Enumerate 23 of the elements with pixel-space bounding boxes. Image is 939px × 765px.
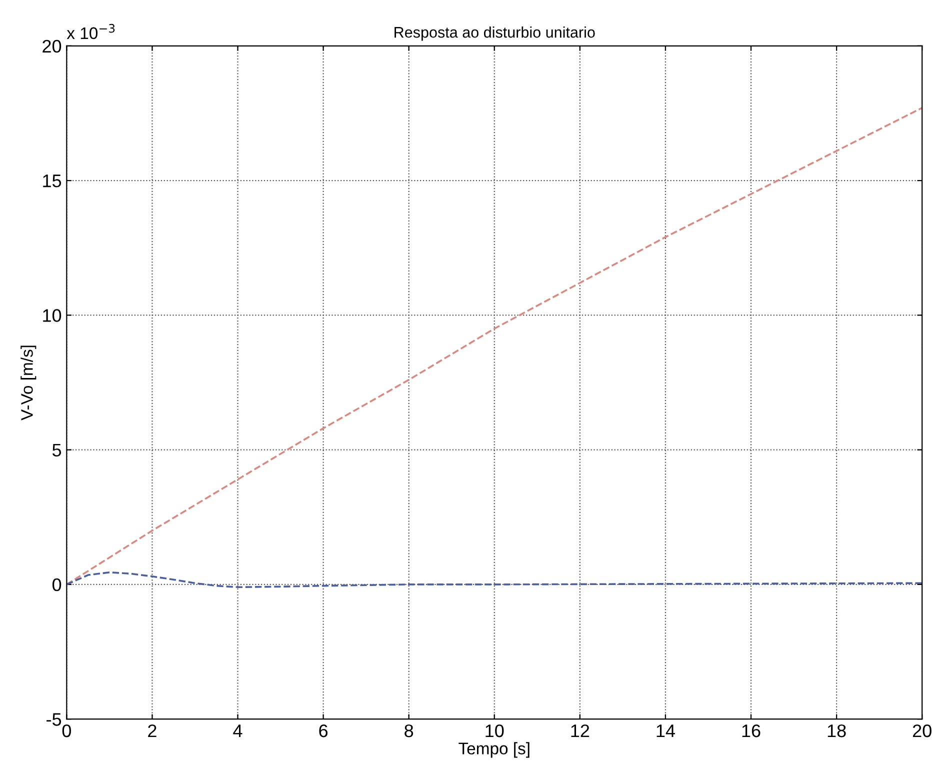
y-tick-label: -5 [46, 713, 62, 726]
y-axis-title: V-Vo [m/s] [20, 346, 36, 420]
x-tick-label: 10 [486, 724, 504, 738]
x-tick-label: 20 [912, 724, 932, 738]
y-tick-label: 20 [42, 40, 62, 53]
line-series [66, 106, 922, 586]
line-series [66, 571, 922, 588]
y-tick-label: 5 [52, 444, 62, 457]
y-tick-label: 0 [52, 578, 62, 592]
x-axis-title: Tempo [s] [458, 742, 530, 758]
x-tick-label: 14 [656, 724, 675, 738]
chart-title: Resposta ao disturbio unitario [394, 26, 595, 41]
x-tick-label: 16 [742, 724, 760, 738]
text: x 10$^{−3}$ [66, 24, 115, 40]
x-tick-label: 6 [319, 724, 328, 738]
x-tick-label: 18 [828, 724, 846, 738]
x-tick-label: 8 [404, 724, 414, 738]
y-tick-label: 10 [43, 309, 62, 322]
x-tick-label: 2 [148, 724, 156, 738]
x-tick-label: 12 [571, 724, 590, 738]
x-tick-label: 4 [233, 724, 242, 738]
y-tick-label: 15 [43, 174, 62, 188]
x-tick-label: 0 [62, 724, 71, 738]
